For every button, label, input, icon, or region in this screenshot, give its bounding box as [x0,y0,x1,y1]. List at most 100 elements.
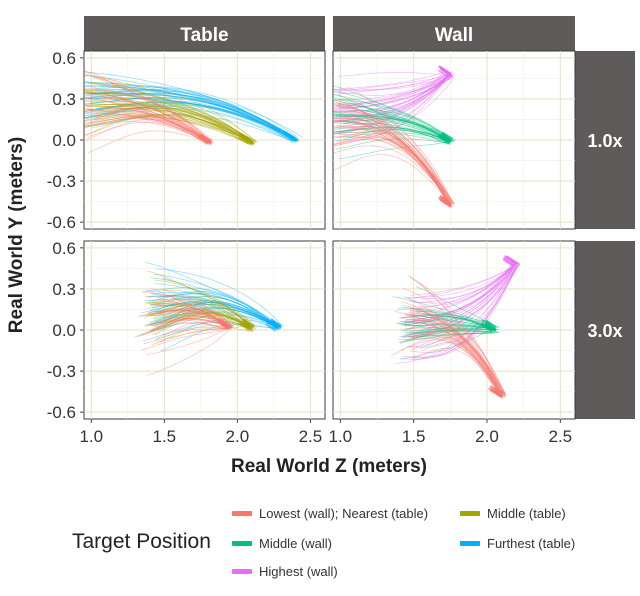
trajectory-end-mark [220,319,232,328]
trajectory-line [333,114,456,141]
trajectory-line [336,113,451,142]
trajectory-end-mark [239,321,251,330]
trajectory-line [333,117,451,141]
trajectory-line [333,117,450,207]
trajectory-line [333,139,455,204]
trajectory-line [333,135,452,202]
trajectory-line [89,110,208,143]
trajectory-line [413,265,514,307]
trajectory-line [334,85,452,143]
trajectory-line [415,330,496,338]
trajectory-line [338,72,453,77]
trajectory-line [402,266,517,338]
trajectory-line [86,82,252,143]
trajectory-line [394,311,500,395]
trajectory-end-mark [441,131,454,140]
trajectory-line [404,262,516,327]
trajectory-line [141,317,253,336]
trajectory-line [395,264,515,364]
trajectory-line [339,140,451,160]
trajectory-line [86,85,296,141]
trajectory-line [150,300,248,329]
trajectory-line [100,85,298,138]
trajectory-line [333,76,454,109]
trajectory-end-mark [441,133,454,142]
trajectory-line [333,75,451,95]
trajectory-line [333,72,451,135]
trajectory-line [84,104,248,145]
trajectory-line [84,115,253,146]
trajectory-line [84,105,254,143]
trajectory-line [157,314,281,331]
trajectory-line [401,339,501,398]
trajectory-end-mark [491,389,503,398]
legend-swatch-furthest-table [460,541,480,546]
trajectory-line [148,310,276,327]
trajectory-line [91,89,303,138]
trajectory-line [93,110,246,143]
trajectory-line [333,73,451,114]
trajectory-line [337,129,449,204]
trajectory-line [90,96,296,139]
trajectory-line [333,74,449,106]
trajectory-line [150,295,279,328]
trajectory-line [399,327,491,344]
trajectory-line [84,108,253,142]
trajectory-line [333,125,450,141]
trajectory-line [333,101,452,205]
y-tick-label: 0.3 [52,90,76,109]
trajectory-line [84,70,211,145]
trajectory-line [84,97,212,144]
trajectory-end-mark [285,133,297,142]
trajectory-line [85,91,207,144]
trajectory-line [333,72,452,91]
trajectory-group [134,261,284,376]
trajectory-line [409,309,506,394]
legend-label-furthest-table: Furthest (table) [487,536,576,551]
trajectory-line [147,295,275,329]
trajectory-line [338,128,448,142]
trajectory-line [333,125,456,205]
trajectory-end-mark [440,195,452,204]
trajectory-line [410,307,507,398]
trajectory-line [335,138,452,150]
trajectory-line [405,323,491,330]
trajectory-line [405,313,504,397]
trajectory-line [336,102,449,203]
trajectory-line [340,126,450,205]
trajectory-line [344,73,455,117]
trajectory-line [137,309,232,326]
trajectory-line [149,300,280,327]
trajectory-line [84,89,254,145]
trajectory-end-mark [489,386,502,395]
trajectory-line [419,332,497,349]
trajectory-line [408,326,507,397]
trajectory-line [85,88,294,140]
legend-item-lowest-nearest: Lowest (wall); Nearest (table) [232,506,428,521]
trajectory-line [84,107,212,144]
trajectory-line [333,76,454,110]
trajectory-line [84,107,255,145]
trajectory-line [396,323,495,331]
trajectory-end-mark [481,322,493,331]
trajectory-line [343,118,450,141]
trajectory-line [401,262,517,319]
legend-title: Target Position [72,530,211,553]
trajectory-end-mark [270,318,282,327]
trajectory-end-mark [485,319,498,329]
trajectory-line [403,267,517,338]
trajectory-line [84,103,254,145]
trajectory-line [161,277,251,329]
trajectory-line [160,288,229,327]
column-strip-table [84,16,325,51]
trajectory-line [403,264,519,325]
trajectory-line [400,327,501,398]
trajectory-line [84,80,254,143]
legend-swatch-middle-table [460,511,480,516]
trajectory-line [84,87,213,144]
trajectory-line [403,327,496,337]
trajectory-line [84,90,211,145]
trajectory-line [149,311,250,326]
trajectory-line [84,73,209,143]
trajectory-line [84,91,251,143]
